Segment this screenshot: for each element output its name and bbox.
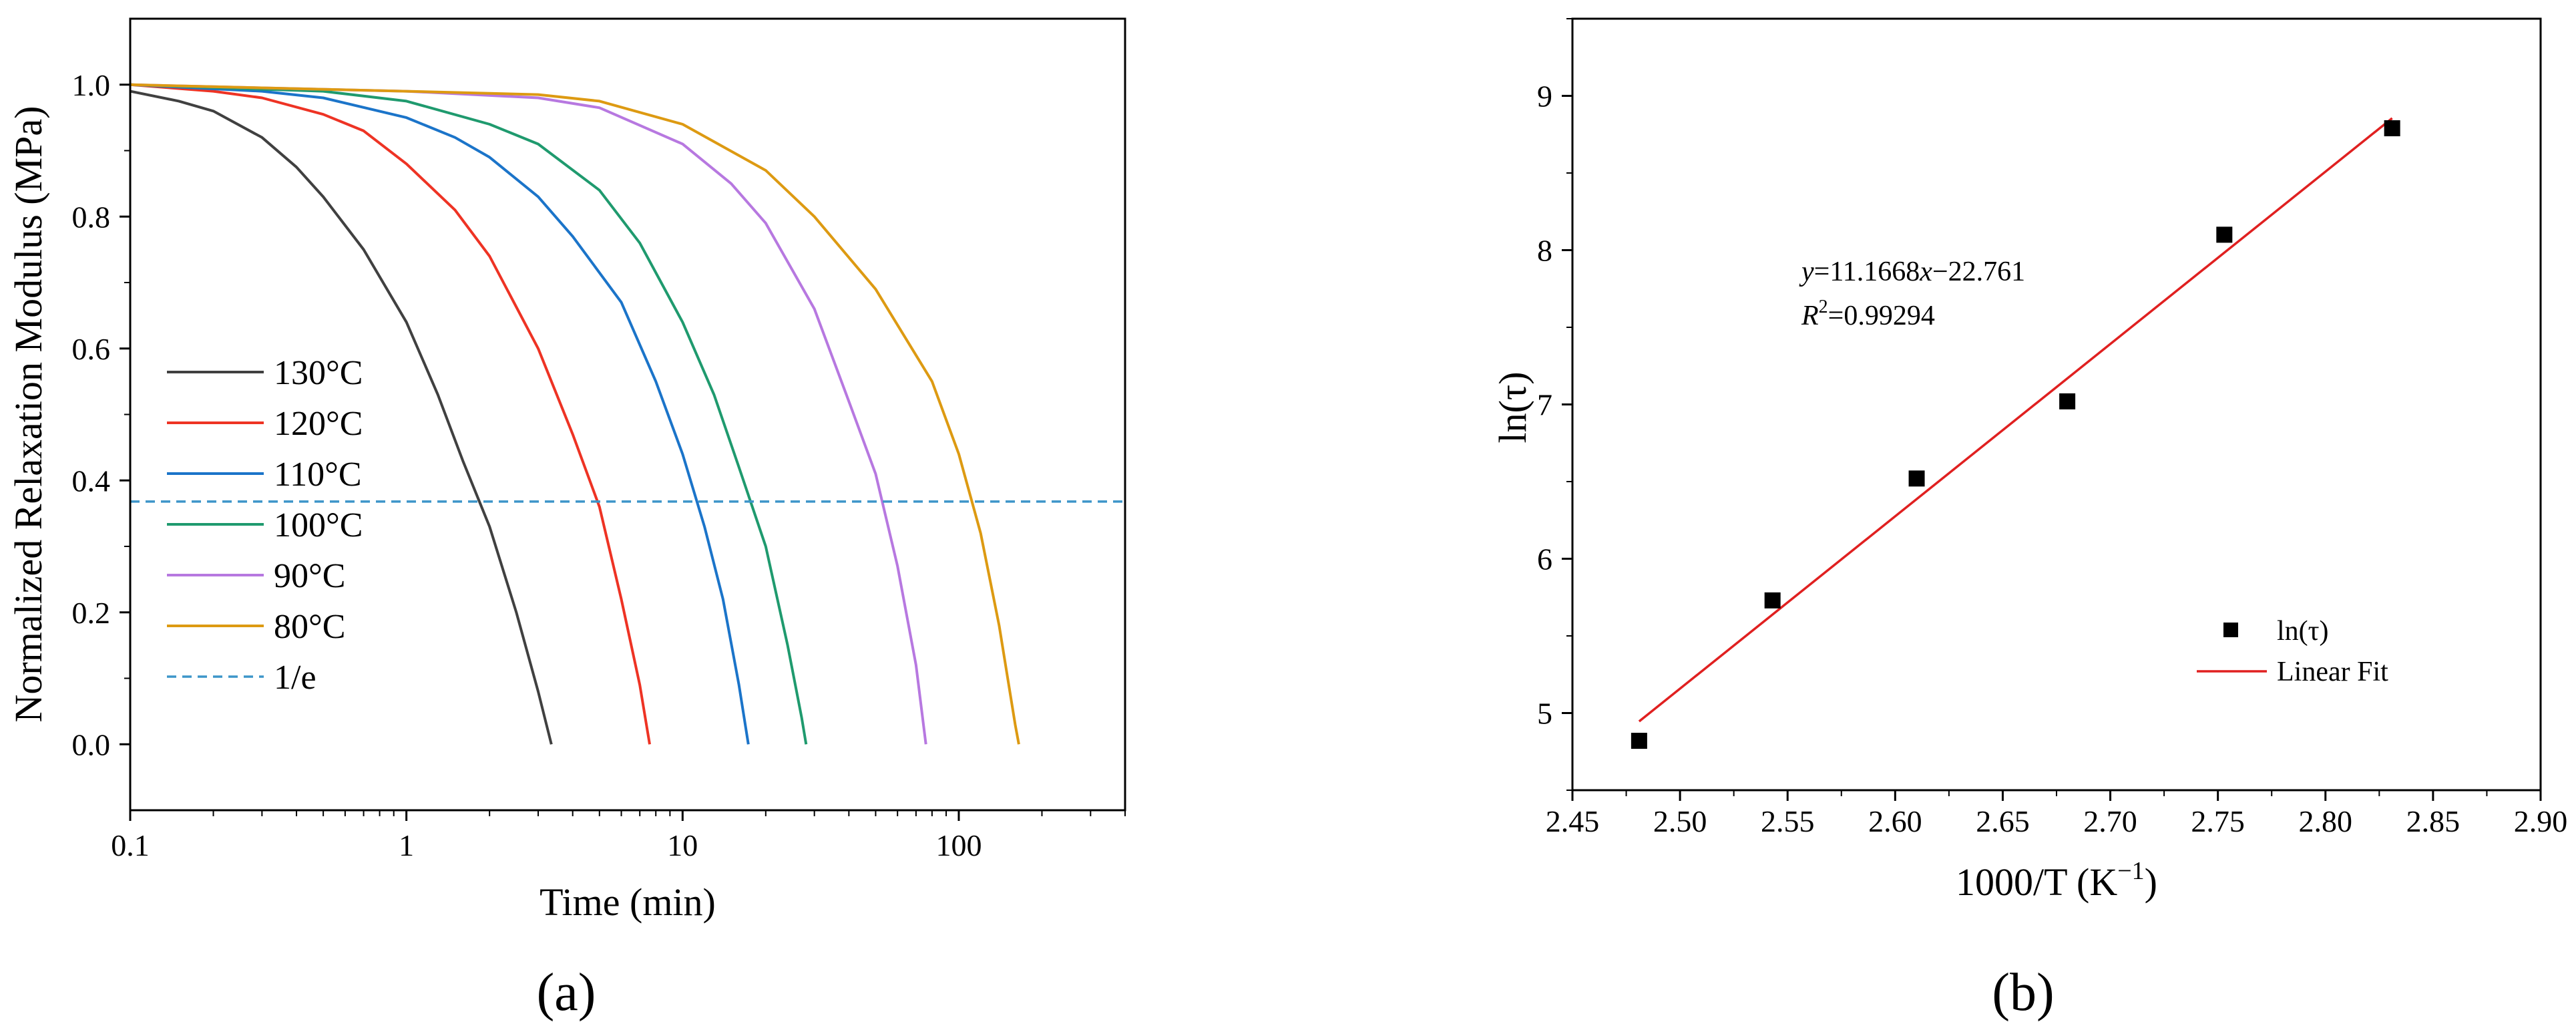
series-line-100c-3	[130, 83, 808, 745]
y-tick-label: 9	[1537, 79, 1552, 114]
panel-b-fit-equation: y=11.1668x−22.761 R2=0.99294	[1799, 256, 2025, 331]
x-tick-label: 2.65	[1976, 804, 2030, 838]
series-line-130c-0	[130, 90, 553, 745]
fit-eq-x: x	[1919, 256, 1932, 287]
legend-label: ln(τ)	[2277, 616, 2329, 647]
legend-label: 100°C	[274, 506, 363, 544]
panel-b-legend: ln(τ) Linear Fit	[2197, 616, 2388, 687]
x-tick-label: 0.1	[111, 828, 150, 862]
legend-label: 120°C	[274, 405, 363, 443]
x-tick-label: 10	[667, 828, 698, 862]
panel-b-x-axis-label-main: 1000/T (K	[1956, 860, 2117, 904]
legend-label: 110°C	[274, 456, 362, 494]
legend-label: Linear Fit	[2277, 657, 2388, 687]
x-tick-label: 2.75	[2191, 804, 2245, 838]
series-line-110c-2	[130, 83, 750, 745]
x-tick-label: 2.60	[1868, 804, 1922, 838]
panel-b-scatter-chart: 2.45 2.50 2.55 2.60 2.65 2.70 2.75 2.80 2.85 2.90…	[1491, 17, 2568, 1022]
panel-a-legend: 130°C 120°C 110°C 100°C 90°C 80°C 1/e	[167, 354, 363, 697]
data-point	[1631, 733, 1647, 749]
data-point	[2059, 393, 2076, 409]
fit-eq-slope: =11.1668	[1814, 256, 1920, 287]
y-tick-label: 1.0	[72, 68, 111, 102]
x-tick-label: 2.45	[1546, 804, 1600, 838]
data-point	[1764, 592, 1781, 609]
x-tick-label: 2.50	[1653, 804, 1707, 838]
panel-a-ticks: 0.1 1 10 100 0.0 0.2 0.4 0.6 0.8 1.0	[72, 68, 1126, 862]
y-tick-label: 0.6	[72, 332, 111, 366]
y-tick-label: 6	[1537, 542, 1552, 576]
fit-r2-text: R2=0.99294	[1801, 297, 1935, 331]
legend-label: 1/e	[274, 659, 316, 697]
y-tick-label: 8	[1537, 234, 1552, 268]
x-tick-label: 2.90	[2514, 804, 2568, 838]
fit-r2-value: =0.99294	[1828, 301, 1935, 331]
series-line-80c-5	[130, 83, 1020, 745]
y-tick-label: 5	[1537, 697, 1552, 731]
fit-equation-text: y=11.1668x−22.761	[1799, 256, 2025, 287]
legend-label: 130°C	[274, 354, 363, 392]
panel-b-series-group	[1631, 117, 2400, 749]
fit-r2-sup: 2	[1819, 297, 1828, 317]
panel-b-ticks: 2.45 2.50 2.55 2.60 2.65 2.70 2.75 2.80 2.85 2.90…	[1537, 18, 2568, 838]
y-tick-label: 7	[1537, 388, 1552, 422]
y-tick-label: 0.2	[72, 596, 111, 630]
y-tick-label: 0.8	[72, 200, 111, 234]
legend-swatch-square	[2223, 623, 2238, 637]
series-line-90c-4	[130, 83, 927, 745]
panel-a-label: (a)	[537, 963, 596, 1022]
panel-a-series-group	[130, 83, 1125, 745]
x-tick-label: 2.80	[2299, 804, 2353, 838]
fit-r2-r: R	[1801, 301, 1819, 331]
x-tick-label: 2.55	[1761, 804, 1815, 838]
panel-b-label: (b)	[1992, 963, 2054, 1022]
x-tick-label: 1	[399, 828, 414, 862]
linear-fit-line	[1638, 117, 2393, 723]
x-tick-label: 100	[935, 828, 982, 862]
fit-eq-intercept: −22.761	[1932, 256, 2025, 287]
y-tick-label: 0.4	[72, 464, 111, 498]
panel-b-x-axis-label-end: )	[2145, 860, 2157, 904]
fit-eq-y: y	[1799, 256, 1814, 287]
legend-label: 80°C	[274, 608, 345, 646]
panel-a-y-axis-label: Normalized Relaxation Modulus (MPa)	[7, 106, 50, 723]
legend-label: 90°C	[274, 557, 345, 595]
x-tick-label: 2.85	[2406, 804, 2460, 838]
y-tick-label: 0.0	[72, 727, 111, 761]
panel-a-line-chart: 0.1 1 10 100 0.0 0.2 0.4 0.6 0.8 1.0 Time (min) N…	[7, 17, 1126, 1022]
panel-b-x-axis-label: 1000/T (K−1)	[1956, 857, 2157, 904]
x-tick-label: 2.70	[2083, 804, 2137, 838]
panel-b-x-axis-label-sup: −1	[2117, 857, 2144, 885]
data-point	[2216, 226, 2233, 243]
panel-a-x-axis-label: Time (min)	[540, 880, 716, 924]
data-point	[1908, 470, 1925, 487]
panel-b-y-axis-label: ln(τ)	[1491, 371, 1534, 443]
data-point	[2384, 120, 2400, 137]
series-line-120c-1	[130, 83, 651, 745]
